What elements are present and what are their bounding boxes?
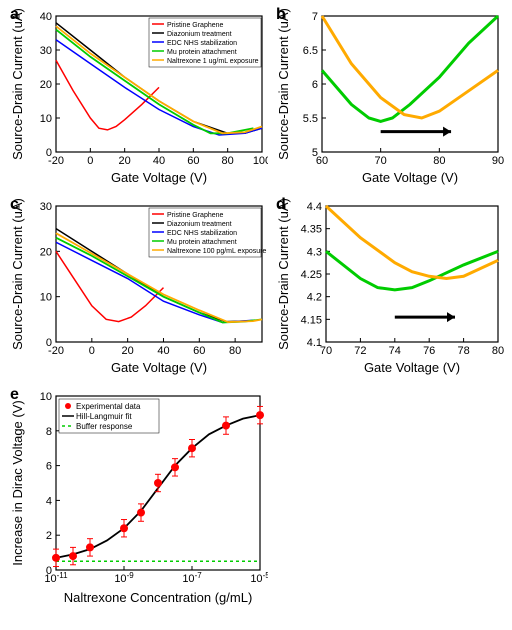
svg-text:60: 60 xyxy=(193,345,205,357)
svg-text:EDC NHS stabilization: EDC NHS stabilization xyxy=(167,40,237,47)
svg-text:20: 20 xyxy=(119,155,131,167)
svg-text:Pristine Graphene: Pristine Graphene xyxy=(167,212,224,219)
panel-label-b: b xyxy=(276,6,286,24)
svg-text:Naltrexone 1 ug/mL exposure: Naltrexone 1 ug/mL exposure xyxy=(167,58,259,65)
panel-b: b6070809055.566.57Gate Voltage (V)Source… xyxy=(274,8,504,188)
svg-text:Source-Drain Current (uA): Source-Drain Current (uA) xyxy=(10,198,25,350)
svg-text:Naltrexone 100 pg/mL exposure: Naltrexone 100 pg/mL exposure xyxy=(167,248,266,255)
panel-c: c-200204060800102030Gate Voltage (V)Sour… xyxy=(8,198,268,378)
svg-text:80: 80 xyxy=(229,345,241,357)
svg-text:Mu protein attachment: Mu protein attachment xyxy=(167,239,237,246)
panel-label-d: d xyxy=(276,196,286,214)
svg-text:10: 10 xyxy=(40,391,52,403)
svg-text:Pristine Graphene: Pristine Graphene xyxy=(167,22,224,29)
panel-label-e: e xyxy=(10,386,19,404)
svg-text:EDC NHS stabilization: EDC NHS stabilization xyxy=(167,230,237,237)
svg-text:6: 6 xyxy=(46,461,52,473)
figure-grid: a-20020406080100010203040Gate Voltage (V… xyxy=(8,8,504,608)
svg-text:Gate Voltage (V): Gate Voltage (V) xyxy=(111,360,207,375)
panel-label-a: a xyxy=(10,6,19,24)
svg-text:20: 20 xyxy=(122,345,134,357)
svg-text:10-7: 10-7 xyxy=(182,571,202,586)
svg-text:72: 72 xyxy=(354,345,366,357)
svg-text:10: 10 xyxy=(40,113,52,125)
svg-text:80: 80 xyxy=(492,345,504,357)
svg-text:30: 30 xyxy=(40,45,52,57)
svg-text:40: 40 xyxy=(153,155,165,167)
svg-text:10-9: 10-9 xyxy=(114,571,134,586)
svg-text:100: 100 xyxy=(253,155,268,167)
svg-text:0: 0 xyxy=(89,345,95,357)
svg-text:20: 20 xyxy=(40,79,52,91)
svg-text:4.4: 4.4 xyxy=(307,201,322,213)
svg-text:0: 0 xyxy=(46,147,52,159)
svg-text:4.1: 4.1 xyxy=(307,337,322,349)
svg-text:Gate Voltage (V): Gate Voltage (V) xyxy=(111,170,207,185)
svg-text:4: 4 xyxy=(46,495,52,507)
svg-text:7: 7 xyxy=(312,11,318,23)
svg-text:Diazonium treatment: Diazonium treatment xyxy=(167,31,232,38)
svg-text:74: 74 xyxy=(389,345,401,357)
svg-text:80: 80 xyxy=(222,155,234,167)
panel-a: a-20020406080100010203040Gate Voltage (V… xyxy=(8,8,268,188)
svg-text:Gate Voltage (V): Gate Voltage (V) xyxy=(364,360,460,375)
svg-text:2: 2 xyxy=(46,530,52,542)
svg-text:Gate Voltage (V): Gate Voltage (V) xyxy=(362,170,458,185)
svg-text:4.35: 4.35 xyxy=(301,224,322,236)
svg-text:Source-Drain Current (uA): Source-Drain Current (uA) xyxy=(10,8,25,160)
svg-text:60: 60 xyxy=(187,155,199,167)
svg-text:76: 76 xyxy=(423,345,435,357)
svg-text:Naltrexone Concentration (g/mL: Naltrexone Concentration (g/mL) xyxy=(64,590,253,605)
svg-text:8: 8 xyxy=(46,426,52,438)
svg-text:5: 5 xyxy=(312,147,318,159)
svg-text:0: 0 xyxy=(87,155,93,167)
panel-d: d7072747678804.14.154.24.254.34.354.4Gat… xyxy=(274,198,504,378)
svg-text:Mu protein attachment: Mu protein attachment xyxy=(167,49,237,56)
svg-text:6: 6 xyxy=(312,79,318,91)
panel-e: e10-1110-910-710-50246810Naltrexone Conc… xyxy=(8,388,268,608)
svg-text:80: 80 xyxy=(433,155,445,167)
svg-text:0: 0 xyxy=(46,565,52,577)
svg-text:Buffer response: Buffer response xyxy=(76,422,133,431)
svg-text:78: 78 xyxy=(457,345,469,357)
svg-text:10: 10 xyxy=(40,292,52,304)
svg-text:Source-Drain Current (uA): Source-Drain Current (uA) xyxy=(276,8,291,160)
svg-text:20: 20 xyxy=(40,246,52,258)
svg-text:10-5: 10-5 xyxy=(250,571,268,586)
svg-text:4.3: 4.3 xyxy=(307,246,322,258)
svg-text:40: 40 xyxy=(157,345,169,357)
svg-text:Experimental data: Experimental data xyxy=(76,402,141,411)
svg-text:70: 70 xyxy=(375,155,387,167)
svg-text:Hill-Langmuir fit: Hill-Langmuir fit xyxy=(76,412,132,421)
svg-text:4.25: 4.25 xyxy=(301,269,322,281)
svg-text:Increase in Dirac Voltage (V): Increase in Dirac Voltage (V) xyxy=(10,400,25,565)
svg-text:30: 30 xyxy=(40,201,52,213)
svg-text:5.5: 5.5 xyxy=(303,113,318,125)
svg-text:Source-Drain Current (uA): Source-Drain Current (uA) xyxy=(276,198,291,350)
svg-text:90: 90 xyxy=(492,155,504,167)
svg-text:Diazonium treatment: Diazonium treatment xyxy=(167,221,232,228)
svg-text:4.15: 4.15 xyxy=(301,314,322,326)
svg-text:4.2: 4.2 xyxy=(307,292,322,304)
panel-label-c: c xyxy=(10,196,19,214)
svg-text:6.5: 6.5 xyxy=(303,45,318,57)
svg-text:0: 0 xyxy=(46,337,52,349)
svg-text:40: 40 xyxy=(40,11,52,23)
